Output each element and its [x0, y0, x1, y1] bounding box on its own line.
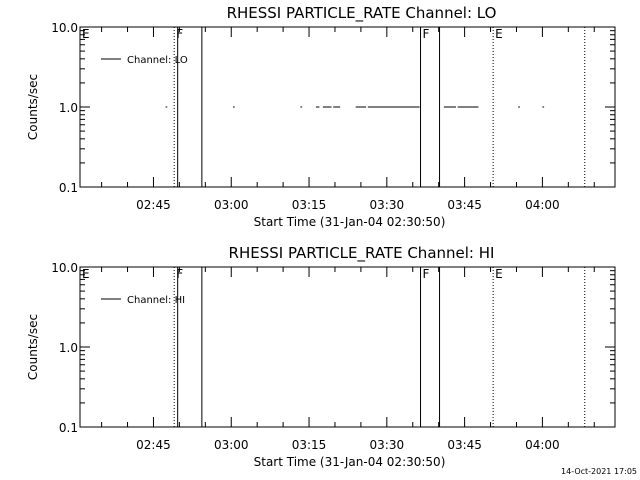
y-tick-label: 0.1: [59, 421, 78, 435]
x-tick-label: 03:30: [370, 438, 405, 452]
chart-panel-1: RHESSI PARTICLE_RATE Channel: LO Counts/s…: [26, 4, 616, 229]
y-tick-label: 10.0: [51, 261, 78, 275]
y-tick-label: 10.0: [51, 21, 78, 35]
x-tick-label: 03:15: [292, 438, 327, 452]
x-axis-label: Start Time (31-Jan-04 02:30:50): [254, 455, 446, 469]
chart-panel-2: RHESSI PARTICLE_RATE Channel: HI Counts/s…: [26, 244, 616, 469]
plot-timestamp: 14-Oct-2021 17:05: [561, 467, 637, 476]
event-marker-label: E: [495, 267, 503, 281]
x-tick-label: 03:00: [214, 438, 249, 452]
x-tick-label: 04:00: [525, 438, 560, 452]
event-marker-label: E: [82, 27, 90, 41]
y-axis-label: Counts/sec: [26, 314, 40, 380]
event-marker-label: F: [423, 27, 430, 41]
legend-label: Channel: HI: [127, 295, 185, 306]
x-tick-label: 04:00: [525, 198, 560, 212]
x-tick-label: 02:45: [136, 438, 171, 452]
y-axis-label: Counts/sec: [26, 74, 40, 140]
x-tick-label: 03:30: [370, 198, 405, 212]
y-tick-label: 0.1: [59, 181, 78, 195]
event-marker-label: F: [176, 27, 183, 41]
legend-label: Channel: LO: [127, 55, 188, 66]
event-marker-label: E: [495, 27, 503, 41]
y-tick-label: 1.0: [59, 101, 78, 115]
event-marker-label: F: [423, 267, 430, 281]
chart-title: RHESSI PARTICLE_RATE Channel: HI: [229, 244, 495, 263]
x-tick-label: 03:45: [447, 438, 482, 452]
event-marker-label: F: [176, 267, 183, 281]
x-axis-label: Start Time (31-Jan-04 02:30:50): [254, 215, 446, 229]
chart-title: RHESSI PARTICLE_RATE Channel: LO: [227, 4, 497, 23]
x-tick-label: 03:45: [447, 198, 482, 212]
x-tick-label: 03:15: [292, 198, 327, 212]
x-tick-label: 03:00: [214, 198, 249, 212]
event-marker-label: E: [82, 267, 90, 281]
x-tick-label: 02:45: [136, 198, 171, 212]
y-tick-label: 1.0: [59, 341, 78, 355]
plot-frame: [79, 26, 616, 188]
plot-frame: [79, 266, 616, 428]
